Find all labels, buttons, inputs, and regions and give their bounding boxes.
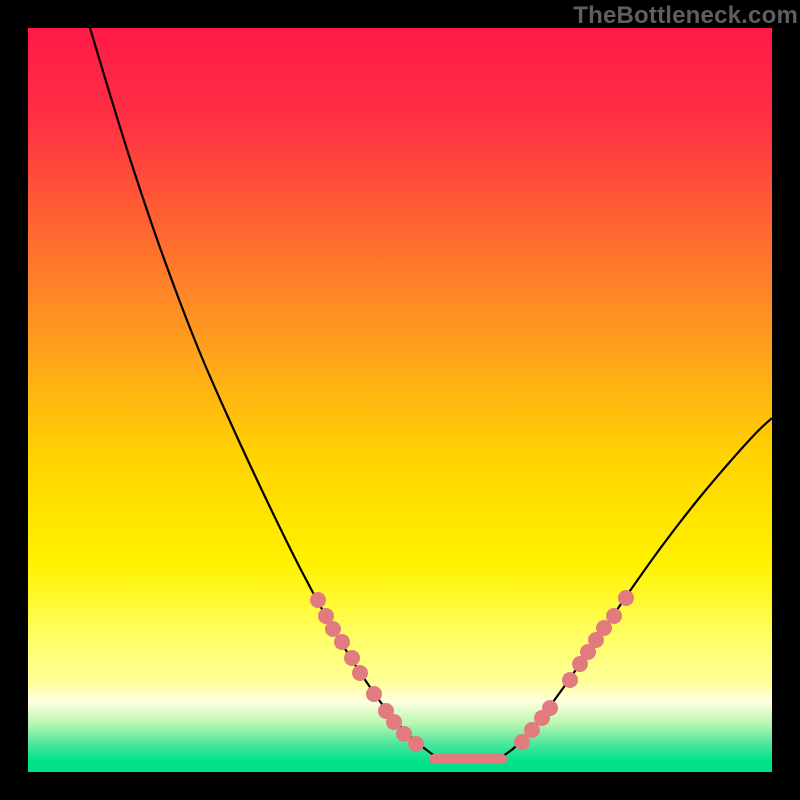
- data-point-marker: [334, 634, 350, 650]
- data-point-marker: [310, 592, 326, 608]
- watermark-text: TheBottleneck.com: [573, 2, 798, 30]
- data-point-marker: [562, 672, 578, 688]
- data-point-marker: [366, 686, 382, 702]
- bottleneck-curve-right: [500, 418, 772, 758]
- bottleneck-curve-left: [90, 28, 438, 758]
- plot-area: [28, 28, 772, 772]
- data-point-marker: [606, 608, 622, 624]
- curve-overlay: [28, 28, 772, 772]
- data-point-marker: [325, 621, 341, 637]
- data-point-marker: [542, 700, 558, 716]
- data-point-marker: [618, 590, 634, 606]
- data-point-marker: [352, 665, 368, 681]
- data-point-marker: [344, 650, 360, 666]
- data-point-marker: [408, 736, 424, 752]
